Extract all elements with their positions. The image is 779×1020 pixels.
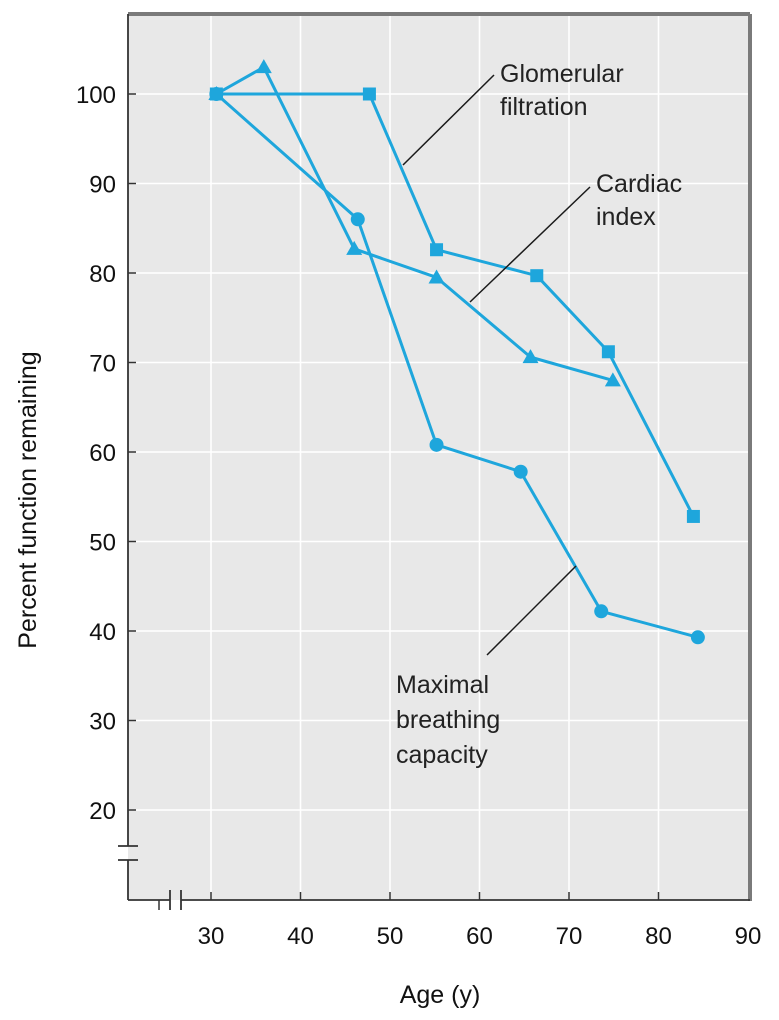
x-tick-label: 60	[466, 923, 493, 950]
annotation-label: filtration	[500, 93, 588, 121]
data-point-circle	[513, 464, 528, 479]
annotation-label: index	[596, 203, 656, 231]
data-point-square	[601, 345, 615, 359]
data-point-circle	[350, 212, 365, 227]
x-tick-label: 40	[287, 923, 314, 950]
y-axis-title: Percent function remaining	[14, 351, 42, 648]
y-tick-label: 90	[89, 172, 116, 199]
axes: 20 30 40 50 60 70 80 90 100 30 40 50 60 70 80 90	[76, 14, 761, 950]
annotation-leader-line	[402, 74, 495, 166]
annotation-leader-line	[469, 186, 591, 303]
data-point-circle	[429, 437, 444, 452]
data-point-triangle	[346, 240, 363, 255]
data-point-triangle	[255, 59, 272, 74]
data-point-square	[530, 269, 544, 283]
series-lines	[208, 59, 705, 645]
series-line	[215, 65, 614, 382]
annotation-label: Maximal	[396, 671, 489, 699]
y-tick-label: 80	[89, 261, 116, 288]
data-point-square	[430, 243, 444, 257]
x-tick-label: 80	[645, 923, 672, 950]
x-tick-label: 50	[377, 923, 404, 950]
x-tick-label: 30	[198, 923, 225, 950]
x-axis-title: Age (y)	[400, 981, 481, 1009]
data-point-triangle	[428, 269, 445, 284]
annotation-leader-line	[486, 565, 577, 656]
annotation-label: breathing	[396, 706, 500, 734]
annotation-label: capacity	[396, 741, 488, 769]
data-point-circle	[594, 604, 609, 619]
plot-area	[128, 14, 750, 900]
annotation-label: Glomerular	[500, 60, 624, 88]
series-line	[216, 92, 695, 518]
data-point-triangle	[604, 372, 621, 387]
y-tick-label: 70	[89, 351, 116, 378]
data-point-circle	[690, 630, 705, 645]
y-tick-label: 30	[89, 709, 116, 736]
annotations: Glomerular filtration Cardiac index Maximal b…	[396, 60, 682, 769]
y-tick-label: 60	[89, 440, 116, 467]
x-tick-label: 90	[735, 923, 762, 950]
y-tick-label: 100	[76, 82, 116, 109]
gridlines	[128, 3, 750, 900]
data-point-square	[362, 87, 376, 101]
series-line	[215, 92, 699, 639]
plot-frame	[128, 12, 752, 901]
x-tick-label: 70	[556, 923, 583, 950]
data-point-circle	[209, 87, 224, 101]
y-tick-label: 40	[89, 619, 116, 646]
annotation-label: Cardiac	[596, 170, 682, 198]
plot-background	[128, 14, 750, 900]
y-tick-label: 50	[89, 530, 116, 557]
data-point-triangle	[522, 349, 539, 364]
y-tick-label: 20	[89, 798, 116, 825]
data-point-square	[686, 509, 700, 523]
